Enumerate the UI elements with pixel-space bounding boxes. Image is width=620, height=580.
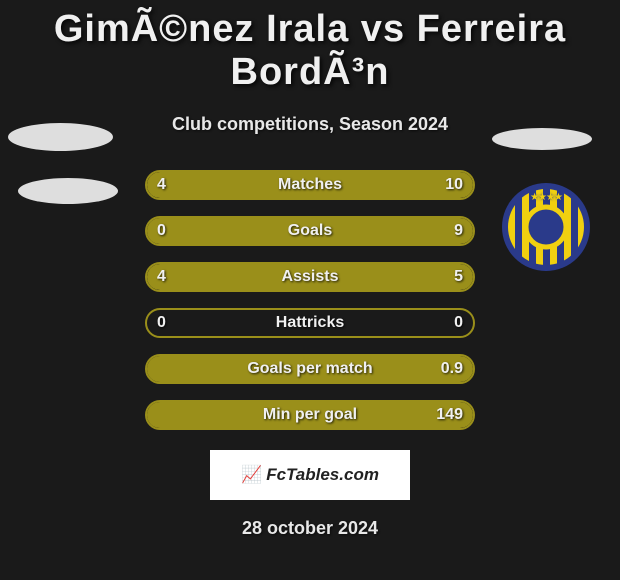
value-left: 0	[157, 314, 166, 332]
value-right: 0	[454, 314, 463, 332]
chart-icon: 📈	[241, 465, 262, 485]
bar-left	[147, 264, 290, 290]
club-badge: ★★★★	[502, 183, 590, 271]
date-label: 28 october 2024	[0, 518, 620, 539]
stat-row: Goals per match 0.9	[145, 354, 475, 384]
stat-row: 4 Assists 5	[145, 262, 475, 292]
stat-label: Min per goal	[263, 406, 357, 424]
stat-label: Goals	[288, 222, 332, 240]
bar-right	[238, 172, 473, 198]
stat-label: Goals per match	[247, 360, 372, 378]
stats-chart: 4 Matches 10 0 Goals 9 4 Assists 5 0 Hat…	[145, 170, 475, 430]
value-left: 4	[157, 268, 166, 286]
value-right: 9	[454, 222, 463, 240]
stat-row: 4 Matches 10	[145, 170, 475, 200]
page-title: GimÃ©nez Irala vs Ferreira BordÃ³n	[0, 0, 620, 94]
value-right: 10	[445, 176, 463, 194]
fctables-logo: 📈 FcTables.com	[210, 450, 410, 500]
stat-label: Matches	[278, 176, 342, 194]
badge-center-icon	[524, 205, 569, 250]
value-left: 4	[157, 176, 166, 194]
club-badge-inner: ★★★★	[508, 189, 584, 265]
stat-row: Min per goal 149	[145, 400, 475, 430]
value-right: 5	[454, 268, 463, 286]
value-right: 0.9	[441, 360, 463, 378]
stat-label: Assists	[282, 268, 339, 286]
stat-label: Hattricks	[276, 314, 344, 332]
player-left-avatar-1	[8, 123, 113, 151]
value-right: 149	[436, 406, 463, 424]
player-right-avatar	[492, 128, 592, 150]
stat-row: 0 Hattricks 0	[145, 308, 475, 338]
value-left: 0	[157, 222, 166, 240]
player-left-avatar-2	[18, 178, 118, 204]
logo-text: FcTables.com	[266, 465, 379, 485]
stat-row: 0 Goals 9	[145, 216, 475, 246]
badge-stars-icon: ★★★★	[530, 192, 562, 203]
